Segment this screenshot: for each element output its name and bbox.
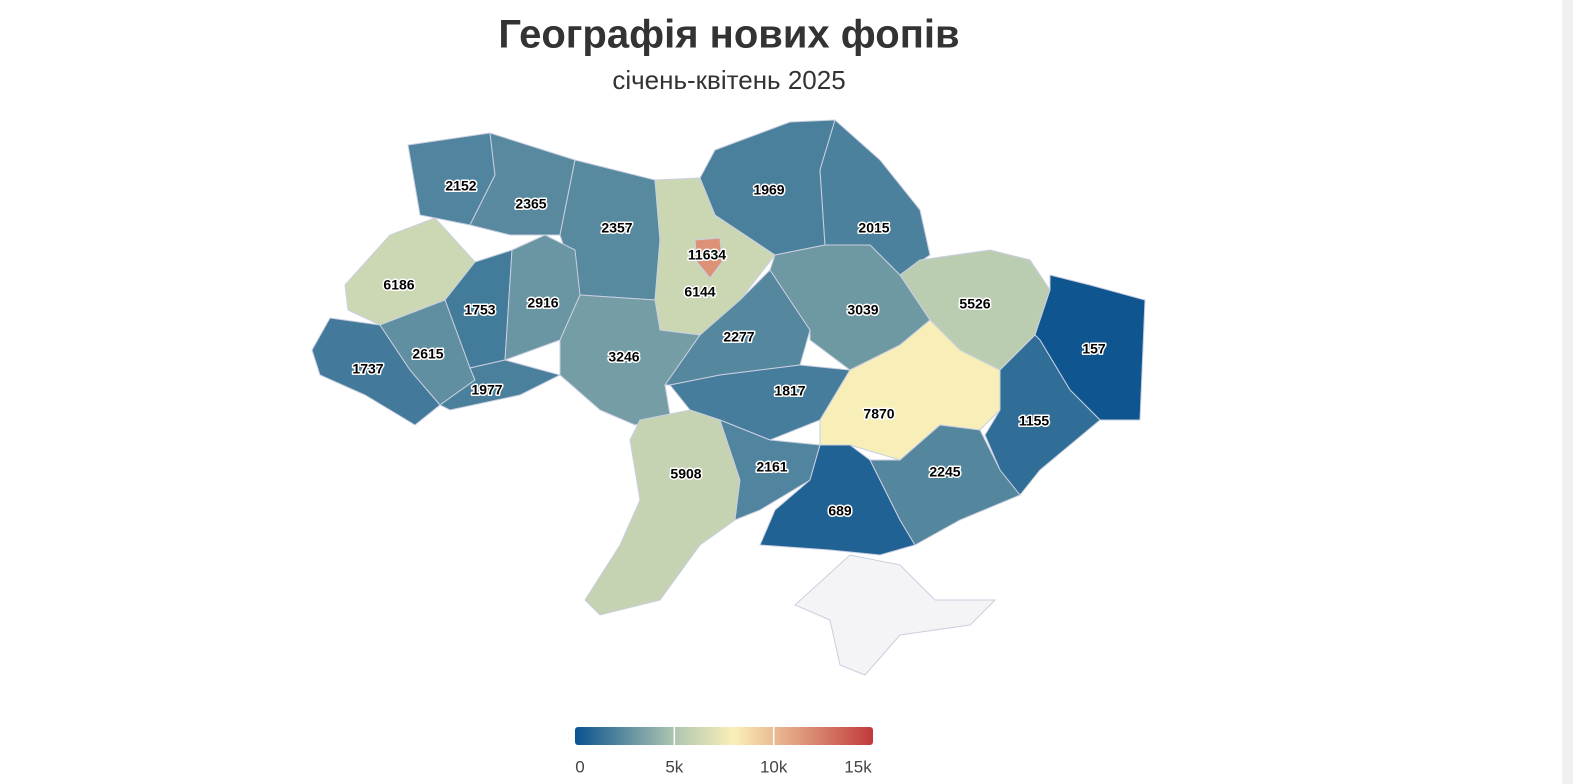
value-label: 5526 xyxy=(959,296,990,312)
value-label: 2357 xyxy=(601,220,632,236)
value-label: 1737 xyxy=(352,361,383,377)
colorbar xyxy=(575,727,873,745)
chart-title: Географія нових фопів xyxy=(498,13,959,57)
value-label: 2615 xyxy=(412,346,443,362)
region xyxy=(719,419,821,521)
colorbar-tick-label: 10k xyxy=(760,757,788,776)
value-label: 1817 xyxy=(774,383,805,399)
crimea-no-data xyxy=(794,554,997,676)
value-label: 11634 xyxy=(688,247,726,263)
value-label: 6186 xyxy=(383,277,414,293)
value-label: 2015 xyxy=(858,220,889,236)
value-label: 3039 xyxy=(847,302,878,318)
region xyxy=(439,359,562,411)
value-label: 157 xyxy=(1082,341,1106,357)
regions xyxy=(311,119,1146,616)
value-label: 1969 xyxy=(753,182,784,198)
value-label: 7870 xyxy=(863,406,894,422)
region xyxy=(584,409,741,616)
value-label: 1977 xyxy=(471,382,502,398)
value-label: 3246 xyxy=(608,349,639,365)
value-label: 2365 xyxy=(515,196,546,212)
chart-subtitle: січень-квітень 2025 xyxy=(612,65,845,95)
region xyxy=(869,424,1021,546)
value-label: 1155 xyxy=(1019,413,1050,429)
value-label: 6144 xyxy=(684,284,715,300)
region xyxy=(694,237,723,279)
region xyxy=(984,334,1101,496)
colorbar-tick-label: 5k xyxy=(665,757,683,776)
scrollbar xyxy=(1562,0,1573,784)
value-label: 2161 xyxy=(756,459,787,475)
value-label: 5908 xyxy=(670,466,701,482)
value-label: 2152 xyxy=(445,178,476,194)
colorbar-tick-label: 15k xyxy=(844,757,872,776)
value-label: 689 xyxy=(828,503,852,519)
value-label: 2916 xyxy=(527,295,558,311)
value-label: 2277 xyxy=(723,329,754,345)
colorbar-tick-label: 0 xyxy=(575,757,584,776)
value-label: 2245 xyxy=(929,464,960,480)
value-label: 1753 xyxy=(464,302,495,318)
